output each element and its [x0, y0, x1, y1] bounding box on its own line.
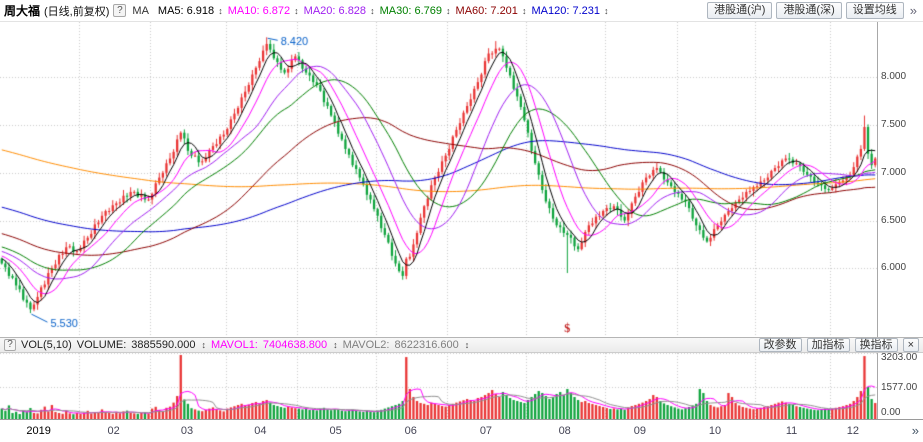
x-axis-month-label: 06 [404, 425, 417, 437]
hk-connect-sh-button[interactable]: 港股通(沪) [707, 2, 773, 19]
ma60-indicator: MA60: 7.201 ↕ [455, 4, 527, 17]
add-indicator-button[interactable]: 加指标 [806, 338, 850, 352]
x-axis-month-label: 11 [785, 425, 798, 437]
mavol1-adjust-spinner-icon[interactable]: ↕ [333, 340, 338, 350]
volume-value: 3885590.000 [131, 339, 196, 351]
stock-name: 周大福 [4, 4, 41, 18]
price-axis-label: 8.000 [881, 71, 907, 83]
mavol1-value: 7404638.800 [262, 339, 328, 351]
x-axis-month-label: 03 [180, 425, 194, 437]
ma-adjust-spinner-icon[interactable]: ↕ [604, 5, 609, 16]
price-axis-label: 6.000 [881, 262, 907, 274]
x-axis-year-label: 2019 [26, 425, 51, 437]
ma-adjust-spinner-icon[interactable]: ↕ [521, 5, 527, 16]
price-axis: 8.000 7.500 7.000 6.500 6.000 [877, 22, 923, 337]
ma-indicator-list: MA5: 6.918 ↕ MA10: 6.872 ↕ MA20: 6.828 ↕ MA… [153, 5, 609, 17]
volume-axis: 3203.00 1577.00 0.00 [877, 352, 923, 419]
volume-label: VOLUME: [76, 339, 127, 351]
x-axis-month-label: 09 [633, 425, 646, 437]
x-axis-month-label: 08 [558, 425, 571, 437]
mavol2-label: MAVOL2: [342, 339, 390, 351]
toolbar-more-icon[interactable]: » [909, 3, 917, 18]
indicator-help-icon[interactable]: ? [4, 339, 16, 351]
ma120-indicator: MA120: 7.231 ↕ [531, 4, 609, 17]
scroll-right-icon[interactable]: » [911, 423, 919, 438]
price-axis-label: 6.500 [881, 214, 907, 226]
mavol1-label: MAVOL1: [211, 339, 258, 351]
ma-adjust-spinner-icon[interactable]: ↕ [446, 5, 451, 16]
volume-axis-label: 1577.00 [881, 381, 918, 393]
ma10-indicator: MA10: 6.872 ↕ [227, 4, 299, 17]
close-indicator-button[interactable]: × [902, 338, 919, 352]
volume-axis-label: 0.00 [881, 407, 901, 418]
price-chart-canvas[interactable] [0, 22, 877, 337]
x-axis-month-label: 10 [708, 425, 722, 437]
x-axis-month-label: 04 [254, 425, 267, 437]
x-axis-month-label: 05 [329, 425, 342, 437]
help-icon[interactable]: ? [113, 4, 127, 17]
ma-adjust-spinner-icon[interactable]: ↕ [370, 5, 375, 16]
hk-connect-sz-button[interactable]: 港股通(深) [776, 2, 842, 19]
volume-indicator-name[interactable]: VOL(5,10) [21, 339, 72, 351]
price-axis-label: 7.000 [881, 166, 907, 178]
ma-adjust-spinner-icon[interactable]: ↕ [218, 5, 223, 16]
mavol2-value: 8622316.600 [394, 339, 459, 351]
x-axis-month-label: 07 [479, 425, 493, 437]
time-axis: 2019 02 03 04 05 06 07 08 09 10 11 12 » [0, 419, 923, 442]
volume-chart-canvas[interactable] [0, 353, 877, 419]
ma5-indicator: MA5: 6.918 ↕ [157, 4, 223, 17]
chart-period-label: (日线,前复权) [44, 5, 110, 18]
volume-axis-label: 3203.00 [881, 352, 918, 363]
ma30-indicator: MA30: 6.769 ↕ [379, 4, 451, 17]
x-axis-month-label: 02 [107, 425, 120, 437]
change-params-button[interactable]: 改参数 [758, 338, 802, 352]
ma20-indicator: MA20: 6.828 ↕ [303, 4, 375, 17]
x-axis-month-label: 12 [846, 425, 859, 437]
volume-toolbar: ? VOL(5,10) VOLUME: 3885590.000 ↕ MAVOL1… [0, 337, 923, 353]
price-axis-label: 7.500 [881, 119, 907, 131]
ma-adjust-spinner-icon[interactable]: ↕ [294, 5, 299, 16]
ma-settings-button[interactable]: 设置均线 [845, 2, 904, 19]
mavol2-adjust-spinner-icon[interactable]: ↕ [464, 340, 470, 350]
switch-indicator-button[interactable]: 换指标 [854, 338, 898, 352]
ma-menu-label[interactable]: MA [132, 4, 149, 17]
main-toolbar: 周大福 (日线,前复权) ? MA MA5: 6.918 ↕ MA10: 6.87… [0, 0, 923, 22]
volume-adjust-spinner-icon[interactable]: ↕ [201, 340, 207, 350]
